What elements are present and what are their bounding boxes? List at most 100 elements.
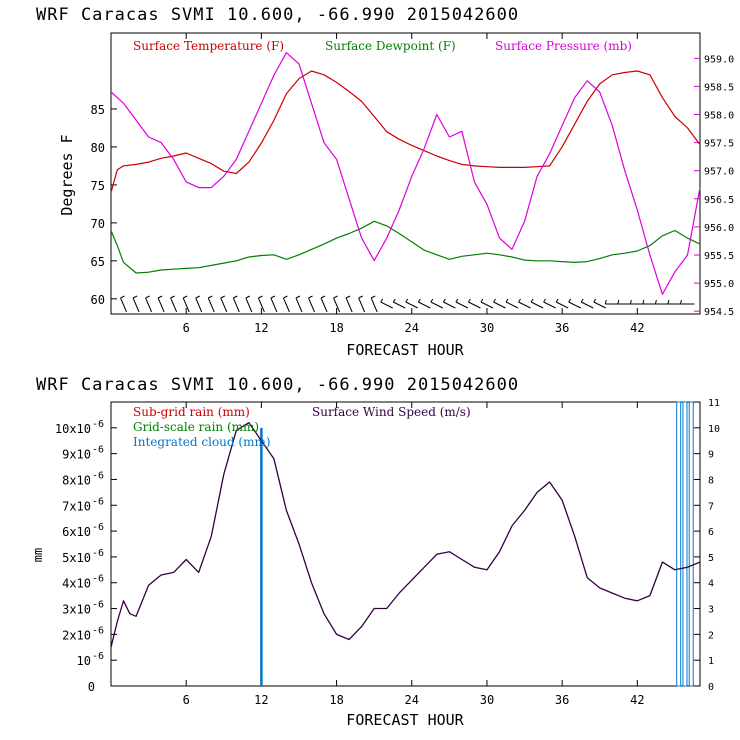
- bottom-x-tick-label: 42: [630, 693, 644, 707]
- bottom-y2-tick-label: 1: [708, 656, 714, 667]
- top-y2-tick-label: 958.0: [704, 110, 734, 121]
- wind-barb: [120, 295, 127, 313]
- bottom-y-tick-exponent: -6: [92, 574, 104, 585]
- bottom-x-tick-label: 36: [555, 693, 569, 707]
- wind-barb: [430, 298, 444, 309]
- top-y-tick-label: 60: [91, 293, 105, 307]
- wind-barb: [568, 298, 581, 309]
- wind-barb: [170, 295, 178, 313]
- bottom-y-tick-label: 8x10: [62, 473, 91, 487]
- legend-surface-dewpoint: Surface Dewpoint (F): [325, 39, 456, 53]
- wind-barb: [543, 298, 556, 309]
- bottom-y-tick-exponent: -6: [92, 496, 104, 507]
- legend-surface-pressure: Surface Pressure (mb): [495, 39, 632, 53]
- bottom-y-tick-exponent: -6: [92, 445, 104, 456]
- cloud-bar: [676, 401, 682, 687]
- bottom-y2-tick-label: 5: [708, 553, 714, 564]
- cloud-bars: [260, 401, 694, 687]
- wind-barb: [642, 299, 657, 305]
- wind-barb: [679, 299, 695, 305]
- wind-barb: [604, 299, 620, 305]
- wind-speed-line: [110, 422, 701, 648]
- bottom-y2-tick-label: 9: [708, 450, 714, 461]
- wind-barb: [132, 295, 140, 313]
- bottom-y2-tick-label: 2: [708, 630, 714, 641]
- wind-barb: [333, 295, 341, 313]
- wind-barb: [392, 298, 406, 309]
- cloud-bar: [682, 401, 688, 687]
- top-chart-title: WRF Caracas SVMI 10.600, -66.990 2015042…: [36, 5, 519, 25]
- wind-barb: [493, 298, 506, 309]
- wind-barb: [629, 299, 645, 305]
- pressure-line: [110, 52, 701, 295]
- top-y2-tick-label: 954.5: [704, 307, 734, 318]
- top-y-tick-label: 75: [91, 179, 105, 193]
- legend-subgrid-rain: Sub-grid rain (mm): [133, 405, 250, 419]
- wind-barb: [320, 295, 328, 313]
- top-y-tick-label: 80: [91, 141, 105, 155]
- legend-integrated-cloud: Integrated cloud (mm): [133, 435, 271, 449]
- bottom-y2-tick-label: 4: [708, 579, 714, 590]
- top-x-tick-label: 6: [183, 321, 190, 335]
- wind-barb: [182, 295, 190, 313]
- bottom-x-tick-label: 6: [183, 693, 190, 707]
- bottom-y-tick-exponent: -6: [92, 600, 104, 611]
- top-y-tick-label: 65: [91, 255, 105, 269]
- bottom-y-axis-label: mm: [31, 548, 45, 562]
- wind-barb: [195, 295, 203, 313]
- top-series-lines: [110, 52, 701, 295]
- top-y2-tick-label: 957.0: [704, 167, 734, 178]
- bottom-y-tick-label: 10x10: [55, 422, 91, 436]
- bottom-plot-frame: [110, 401, 701, 687]
- top-axis-ticks: 6 12 18 24 30 36 42 60 65 70 75 80 85 954.5 955.0 955.5…: [91, 33, 734, 335]
- bottom-y-tick-exponent: -6: [92, 651, 104, 662]
- legend-gridscale-rain: Grid-scale rain (mm): [133, 420, 259, 434]
- top-x-tick-label: 36: [555, 321, 569, 335]
- top-plot-frame: [110, 32, 701, 315]
- bottom-y2-tick-label: 6: [708, 527, 714, 538]
- bottom-x-axis-label: FORECAST HOUR: [346, 711, 464, 729]
- top-y2-tick-label: 955.0: [704, 279, 734, 290]
- wind-barb: [358, 295, 366, 313]
- bottom-y2-tick-label: 0: [708, 682, 714, 693]
- bottom-y-tick-exponent: -6: [92, 625, 104, 636]
- wind-barbs: [120, 295, 695, 313]
- top-x-tick-label: 12: [254, 321, 268, 335]
- top-x-tick-label: 42: [630, 321, 644, 335]
- wind-barb: [380, 298, 393, 309]
- bottom-y-tick-label: 9x10: [62, 448, 91, 462]
- wind-barb: [308, 295, 315, 313]
- bottom-y-tick-exponent: -6: [92, 470, 104, 481]
- bottom-x-tick-label: 18: [329, 693, 343, 707]
- bottom-y2-tick-label: 7: [708, 501, 714, 512]
- wind-barb: [245, 295, 253, 313]
- wind-barb: [220, 295, 228, 313]
- wind-barb: [555, 298, 569, 309]
- bottom-y2-tick-label: 3: [708, 605, 714, 616]
- wind-barb: [345, 295, 353, 313]
- wind-barb: [505, 298, 519, 309]
- bottom-y-tick-label: 0: [88, 680, 95, 694]
- bottom-y-tick-exponent: -6: [92, 548, 104, 559]
- wind-barb: [405, 298, 418, 309]
- bottom-y2-tick-label: 8: [708, 475, 714, 486]
- wind-barb: [593, 298, 606, 309]
- top-y-tick-label: 85: [91, 103, 105, 117]
- wind-barb: [207, 295, 215, 313]
- bottom-y-tick-label: 4x10: [62, 577, 91, 591]
- bottom-y-tick-label: 10: [77, 654, 91, 668]
- wind-barb: [257, 295, 265, 313]
- wind-barb: [654, 299, 670, 305]
- bottom-series-lines: [110, 422, 701, 648]
- wind-barb: [617, 299, 632, 305]
- wind-barb: [580, 298, 594, 309]
- bottom-y2-tick-label: 11: [708, 398, 720, 409]
- wind-barb: [145, 295, 153, 313]
- top-y2-tick-label: 956.0: [704, 223, 734, 234]
- bottom-y-tick-label: 7x10: [62, 499, 91, 513]
- wind-barb: [480, 298, 494, 309]
- wind-barb: [157, 295, 165, 313]
- bottom-y-tick-exponent: -6: [92, 522, 104, 533]
